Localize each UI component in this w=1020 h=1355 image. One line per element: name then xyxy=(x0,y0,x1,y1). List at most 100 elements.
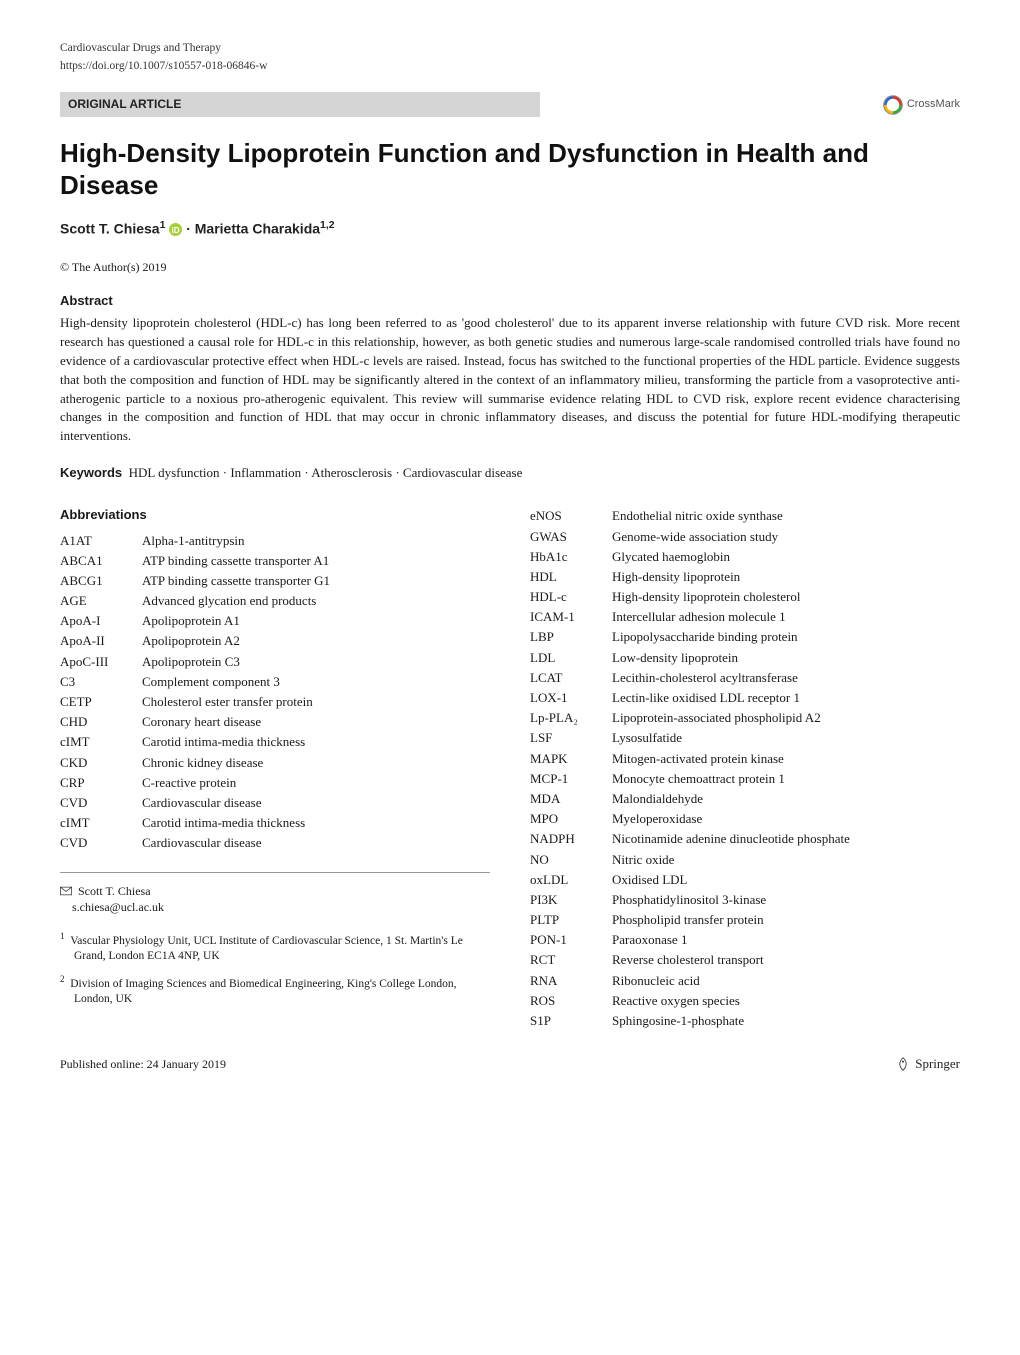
abbrev-key: MAPK xyxy=(530,749,612,769)
abbrev-value: Nicotinamide adenine dinucleotide phosph… xyxy=(612,829,960,849)
mail-icon xyxy=(60,886,72,896)
abbrev-value: Ribonucleic acid xyxy=(612,971,960,991)
corr-email[interactable]: s.chiesa@ucl.ac.uk xyxy=(72,900,164,914)
affiliation: 1 Vascular Physiology Unit, UCL Institut… xyxy=(60,930,490,965)
abbrev-row: LSFLysosulfatide xyxy=(530,728,960,748)
abbrev-value: Phospholipid transfer protein xyxy=(612,910,960,930)
abbrev-key: HbA1c xyxy=(530,547,612,567)
springer-icon xyxy=(895,1056,911,1072)
abbrev-row: CKDChronic kidney disease xyxy=(60,753,490,773)
doi[interactable]: https://doi.org/10.1007/s10557-018-06846… xyxy=(60,58,960,74)
abbrev-value: ATP binding cassette transporter A1 xyxy=(142,551,490,571)
abbrev-value: Myeloperoxidase xyxy=(612,809,960,829)
abbrev-key: LBP xyxy=(530,627,612,647)
abbrev-value: Lipoprotein-associated phospholipid A2 xyxy=(612,708,960,728)
crossmark-badge[interactable]: CrossMark xyxy=(883,95,960,115)
abbrev-value: Lipopolysaccharide binding protein xyxy=(612,627,960,647)
copyright: © The Author(s) 2019 xyxy=(60,259,960,276)
abbrev-row: ABCG1ATP binding cassette transporter G1 xyxy=(60,571,490,591)
abbrev-key: ApoA-I xyxy=(60,611,142,631)
abbrev-row: RCTReverse cholesterol transport xyxy=(530,950,960,970)
abbrev-row: CETPCholesterol ester transfer protein xyxy=(60,692,490,712)
abbrev-key: A1AT xyxy=(60,531,142,551)
abbrev-value: Complement component 3 xyxy=(142,672,490,692)
abbrev-key: MCP-1 xyxy=(530,769,612,789)
abbrev-value: Phosphatidylinositol 3-kinase xyxy=(612,890,960,910)
svg-text:iD: iD xyxy=(172,225,180,234)
abbrev-row: C3Complement component 3 xyxy=(60,672,490,692)
abbrev-key: HDL-c xyxy=(530,587,612,607)
abbrev-key: CRP xyxy=(60,773,142,793)
abbrev-key: CHD xyxy=(60,712,142,732)
abbrev-value: Cardiovascular disease xyxy=(142,793,490,813)
article-type-row: ORIGINAL ARTICLE CrossMark xyxy=(60,92,960,117)
abbrev-row: CVDCardiovascular disease xyxy=(60,833,490,853)
keywords-value: HDL dysfunction · Inflammation · Atheros… xyxy=(129,465,523,480)
abbrev-row: HDL-cHigh-density lipoprotein cholestero… xyxy=(530,587,960,607)
abbrev-key: S1P xyxy=(530,1011,612,1031)
abbrev-row: PON-1Paraoxonase 1 xyxy=(530,930,960,950)
abbrev-key: PON-1 xyxy=(530,930,612,950)
abbrev-row: ApoA-IIApolipoprotein A2 xyxy=(60,631,490,651)
abbrev-key: RCT xyxy=(530,950,612,970)
abbrev-row: Lp-PLA₂Lipoprotein-associated phospholip… xyxy=(530,708,960,728)
abbrev-row: LDLLow-density lipoprotein xyxy=(530,648,960,668)
abbrev-value: Carotid intima-media thickness xyxy=(142,732,490,752)
abbrev-key: HDL xyxy=(530,567,612,587)
abbrev-row: ApoC-IIIApolipoprotein C3 xyxy=(60,652,490,672)
abbrev-row: MAPKMitogen-activated protein kinase xyxy=(530,749,960,769)
abbrev-row: PI3KPhosphatidylinositol 3-kinase xyxy=(530,890,960,910)
published-online: Published online: 24 January 2019 xyxy=(60,1056,226,1073)
abbrev-value: Malondialdehyde xyxy=(612,789,960,809)
abbrev-key: ABCG1 xyxy=(60,571,142,591)
abbrev-row: AGEAdvanced glycation end products xyxy=(60,591,490,611)
abbrev-key: PI3K xyxy=(530,890,612,910)
abbrev-key: CVD xyxy=(60,833,142,853)
abbrev-row: ABCA1ATP binding cassette transporter A1 xyxy=(60,551,490,571)
abbrev-value: Chronic kidney disease xyxy=(142,753,490,773)
abbrev-key: NADPH xyxy=(530,829,612,849)
abbrev-value: High-density lipoprotein xyxy=(612,567,960,587)
abbrev-row: eNOSEndothelial nitric oxide synthase xyxy=(530,506,960,526)
abbrev-key: LOX-1 xyxy=(530,688,612,708)
abbrev-key: CVD xyxy=(60,793,142,813)
abstract-text: High-density lipoprotein cholesterol (HD… xyxy=(60,314,960,446)
corresponding-author: Scott T. Chiesa s.chiesa@ucl.ac.uk xyxy=(60,883,490,917)
abbrev-key: ApoA-II xyxy=(60,631,142,651)
abbrev-value: Paraoxonase 1 xyxy=(612,930,960,950)
abbrev-value: Reverse cholesterol transport xyxy=(612,950,960,970)
abbrev-value: Endothelial nitric oxide synthase xyxy=(612,506,960,526)
abbrev-value: Apolipoprotein A1 xyxy=(142,611,490,631)
abbreviations-heading: Abbreviations xyxy=(60,506,490,524)
abbreviations-table-right: eNOSEndothelial nitric oxide synthaseGWA… xyxy=(530,506,960,1031)
article-title: High-Density Lipoprotein Function and Dy… xyxy=(60,137,960,202)
publisher-badge: Springer xyxy=(895,1055,960,1073)
abbrev-row: HDLHigh-density lipoprotein xyxy=(530,567,960,587)
abbrev-value: Coronary heart disease xyxy=(142,712,490,732)
abbrev-value: Advanced glycation end products xyxy=(142,591,490,611)
abbrev-row: NADPHNicotinamide adenine dinucleotide p… xyxy=(530,829,960,849)
abbrev-row: GWASGenome-wide association study xyxy=(530,527,960,547)
crossmark-icon xyxy=(883,95,903,115)
abbrev-row: A1ATAlpha-1-antitrypsin xyxy=(60,531,490,551)
abbrev-value: Low-density lipoprotein xyxy=(612,648,960,668)
abbrev-key: LSF xyxy=(530,728,612,748)
abstract-heading: Abstract xyxy=(60,292,960,310)
crossmark-label: CrossMark xyxy=(907,97,960,112)
abbrev-key: cIMT xyxy=(60,732,142,752)
abbrev-row: HbA1cGlycated haemoglobin xyxy=(530,547,960,567)
abbrev-row: MPOMyeloperoxidase xyxy=(530,809,960,829)
abbrev-key: eNOS xyxy=(530,506,612,526)
article-type-label: ORIGINAL ARTICLE xyxy=(60,92,540,117)
abbrev-value: Apolipoprotein A2 xyxy=(142,631,490,651)
abbrev-value: Genome-wide association study xyxy=(612,527,960,547)
abbrev-row: ROSReactive oxygen species xyxy=(530,991,960,1011)
abbrev-value: Alpha-1-antitrypsin xyxy=(142,531,490,551)
abbrev-key: ICAM-1 xyxy=(530,607,612,627)
abbrev-value: Mitogen-activated protein kinase xyxy=(612,749,960,769)
keywords: Keywords HDL dysfunction · Inflammation … xyxy=(60,464,960,482)
abbrev-value: Reactive oxygen species xyxy=(612,991,960,1011)
correspondence-block: Scott T. Chiesa s.chiesa@ucl.ac.uk 1 Vas… xyxy=(60,872,490,1008)
abbrev-row: cIMTCarotid intima-media thickness xyxy=(60,732,490,752)
abbrev-value: Monocyte chemoattract protein 1 xyxy=(612,769,960,789)
